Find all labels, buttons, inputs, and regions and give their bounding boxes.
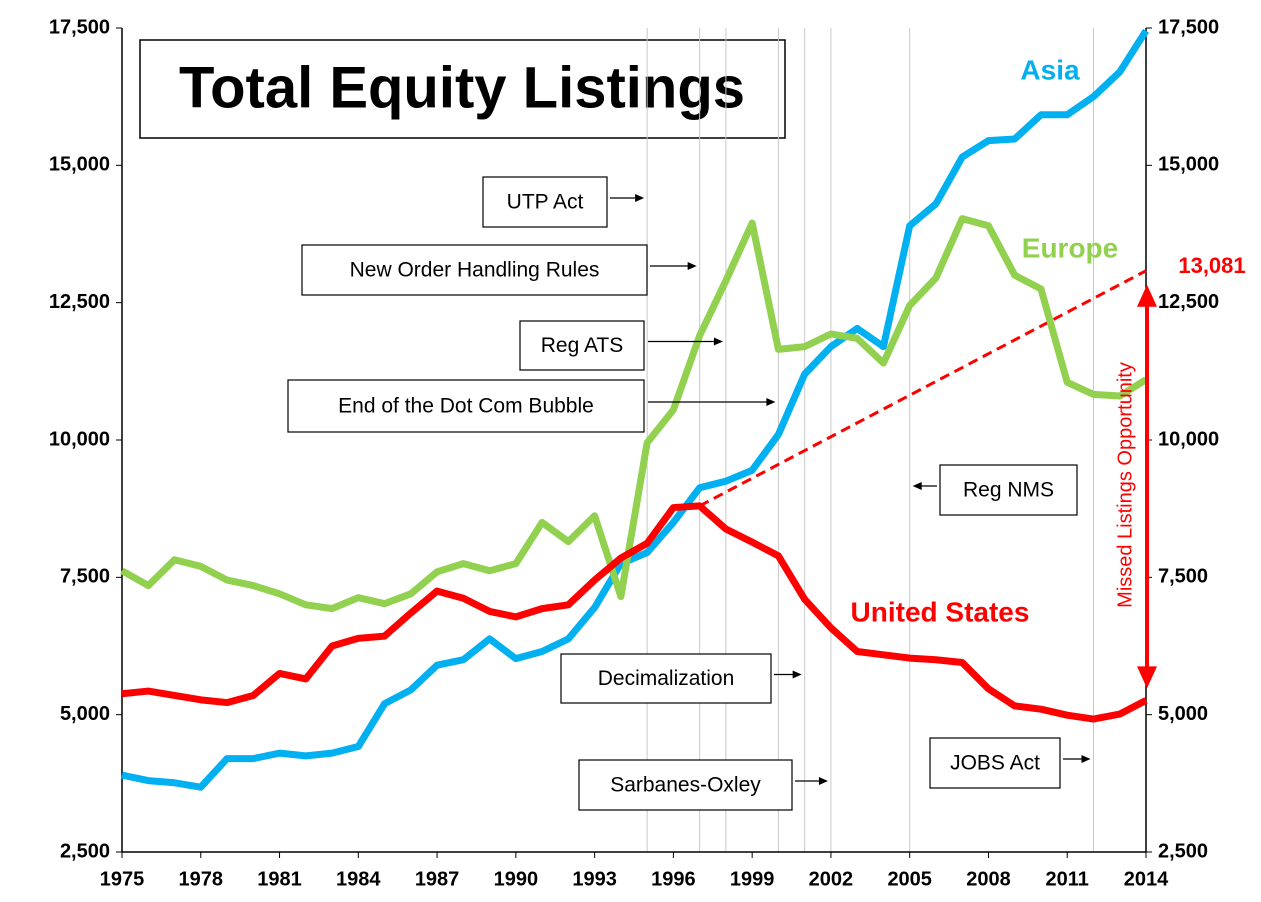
y2-tick-label: 5,000 <box>1158 703 1208 725</box>
x-tick-label: 1975 <box>100 868 145 890</box>
title-box <box>139 39 786 139</box>
y2-tick-label: 15,000 <box>1158 154 1219 176</box>
x-tick-label: 1996 <box>651 868 696 890</box>
y-tick-label: 5,000 <box>60 703 110 725</box>
series-line <box>121 28 1149 791</box>
x-tick-label: 2008 <box>966 868 1011 890</box>
y2-tick-label: 2,500 <box>1158 840 1208 862</box>
projection-label: 13,081 <box>1178 253 1245 278</box>
y-tick-label: 2,500 <box>60 840 110 862</box>
event-label: Decimalization <box>598 667 735 690</box>
arrow-head <box>635 194 645 202</box>
x-tick-label: 2002 <box>809 868 854 890</box>
series-line <box>121 502 1148 723</box>
event-box <box>482 176 608 228</box>
y2-tick-label: 17,500 <box>1158 16 1219 38</box>
event-box <box>287 379 645 433</box>
series-label: Asia <box>1020 54 1080 85</box>
x-tick-label: 1984 <box>336 868 381 890</box>
x-tick-label: 1993 <box>572 868 617 890</box>
event-label: Reg NMS <box>963 479 1054 502</box>
arrow-head <box>687 262 697 270</box>
x-tick-label: 1999 <box>730 868 775 890</box>
arrow-head <box>912 482 922 490</box>
arrow-head <box>1137 284 1157 307</box>
event-label: UTP Act <box>507 191 584 214</box>
y-tick-label: 15,000 <box>49 154 110 176</box>
y2-tick-label: 12,500 <box>1158 291 1219 313</box>
event-label: Sarbanes-Oxley <box>610 774 761 797</box>
x-tick-label: 2005 <box>887 868 932 890</box>
event-label: End of the Dot Com Bubble <box>338 395 594 418</box>
chart-title: Total Equity Listings <box>179 55 745 120</box>
arrow-head <box>792 670 802 679</box>
event-label: JOBS Act <box>950 752 1040 775</box>
event-box <box>560 653 772 704</box>
series-label: United States <box>851 596 1030 627</box>
arrow-head <box>818 777 828 785</box>
event-box <box>929 737 1061 789</box>
event-box <box>519 320 645 371</box>
event-box <box>939 464 1078 516</box>
event-box <box>301 244 648 296</box>
y-tick-label: 12,500 <box>49 291 110 313</box>
y-tick-label: 7,500 <box>60 566 110 588</box>
x-tick-label: 1990 <box>494 868 539 890</box>
arrow-head <box>1081 755 1091 763</box>
x-tick-label: 1987 <box>415 868 460 890</box>
x-tick-label: 1978 <box>179 868 224 890</box>
arrow-head <box>713 337 723 346</box>
arrow-head <box>1137 666 1157 689</box>
event-label: Reg ATS <box>541 334 623 357</box>
event-box <box>578 759 793 811</box>
y2-tick-label: 7,500 <box>1158 566 1208 588</box>
projection-line <box>698 269 1147 508</box>
x-tick-label: 2014 <box>1124 868 1169 890</box>
y-tick-label: 10,000 <box>49 428 110 450</box>
gap-label: Missed Listings Opportunity <box>1114 362 1136 608</box>
y-tick-label: 17,500 <box>49 16 110 38</box>
event-label: New Order Handling Rules <box>350 259 600 282</box>
y2-tick-label: 10,000 <box>1158 428 1219 450</box>
arrow-head <box>766 398 776 406</box>
x-tick-label: 2011 <box>1046 868 1089 890</box>
series-label: Europe <box>1022 232 1118 263</box>
x-tick-label: 1981 <box>257 868 302 890</box>
series-line <box>120 215 1148 613</box>
